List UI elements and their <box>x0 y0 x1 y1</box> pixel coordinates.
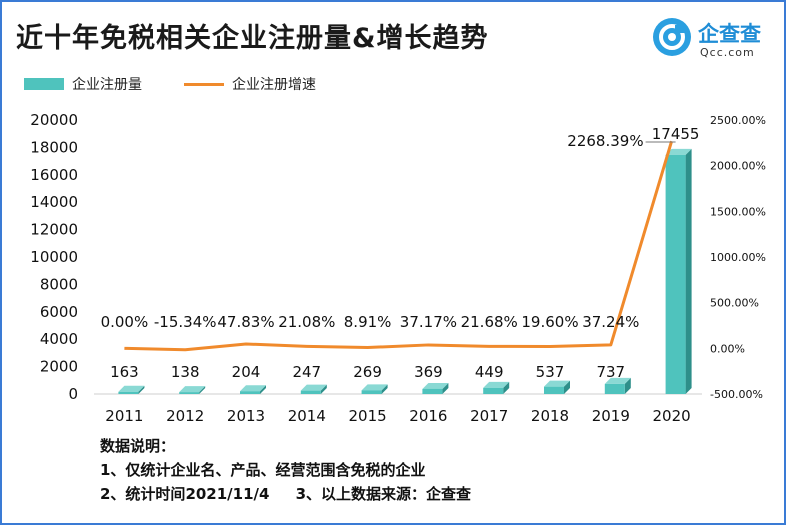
bar <box>179 392 200 394</box>
notes-heading: 数据说明： <box>100 437 176 455</box>
bar <box>665 154 686 394</box>
bar-top <box>361 384 388 391</box>
notes-line-2: 2、统计时间2021/11/4 3、以上数据来源：企查查 <box>100 485 472 503</box>
x-axis-tick-label: 2016 <box>409 407 447 425</box>
bar-side <box>260 385 266 394</box>
bar-top <box>665 148 692 155</box>
left-axis-tick-label: 8000 <box>40 275 78 293</box>
growth-value-label: 47.83% <box>217 313 274 331</box>
growth-value-label: 8.91% <box>344 313 392 331</box>
growth-value-label: 2268.39% <box>567 132 643 150</box>
bar-value-label: 737 <box>596 363 625 381</box>
x-axis-tick-label: 2019 <box>592 407 630 425</box>
left-axis-tick-label: 10000 <box>30 248 78 266</box>
left-axis-tick-label: 12000 <box>30 221 78 239</box>
right-axis-tick-label: 2000.00% <box>710 160 766 173</box>
x-axis-tick-label: 2015 <box>349 407 387 425</box>
bar-value-label: 163 <box>110 363 139 381</box>
right-axis-tick-label: 1000.00% <box>710 251 766 264</box>
bar-value-label: 17455 <box>652 125 700 143</box>
growth-value-label: -15.34% <box>154 313 217 331</box>
x-axis-tick-label: 2012 <box>166 407 204 425</box>
growth-value-label: 19.60% <box>521 313 578 331</box>
bar-side <box>199 386 206 394</box>
left-axis-tick-label: 4000 <box>40 330 78 348</box>
chart-title: 近十年免税相关企业注册量&增长趋势 <box>16 23 489 54</box>
x-axis-tick-label: 2013 <box>227 407 265 425</box>
bar-value-label: 269 <box>353 363 382 381</box>
bar <box>604 383 625 394</box>
bar-value-label: 204 <box>232 363 261 381</box>
bar <box>361 390 382 394</box>
legend-label-line: 企业注册增速 <box>232 77 316 93</box>
bar <box>300 390 321 394</box>
bar <box>422 388 443 394</box>
bar-side <box>685 148 692 394</box>
bar <box>118 391 139 394</box>
bar-side <box>138 385 145 394</box>
bar <box>483 387 504 394</box>
growth-value-label: 21.68% <box>461 313 518 331</box>
bar-top <box>118 385 145 392</box>
bar <box>544 386 564 394</box>
legend-label-bar: 企业注册量 <box>72 77 142 93</box>
qcc-logo-icon <box>653 18 691 56</box>
bar-side <box>624 377 631 394</box>
right-axis-tick-label: 500.00% <box>710 297 759 310</box>
x-axis-tick-label: 2017 <box>470 407 508 425</box>
left-axis-tick-label: 16000 <box>30 166 78 184</box>
left-axis-tick-label: 18000 <box>30 138 78 156</box>
data-notes: 数据说明： 1、仅统计企业名、产品、经营范围含免税的企业 2、统计时间2021/… <box>100 434 471 506</box>
bar-top <box>544 380 570 387</box>
x-axis-tick-label: 2020 <box>653 407 691 425</box>
left-axis-tick-label: 0 <box>68 385 78 403</box>
bar-side <box>564 380 570 394</box>
left-axis-tick-label: 14000 <box>30 193 78 211</box>
qcc-logo: 企查查 Qcc.com <box>653 16 773 66</box>
bar-side <box>442 382 449 394</box>
legend-swatch-line <box>184 83 224 86</box>
right-axis-tick-label: 0.00% <box>710 342 745 355</box>
logo-text-cn: 企查查 <box>698 22 761 46</box>
left-axis-tick-label: 20000 <box>30 111 78 129</box>
bar-value-label: 369 <box>414 363 443 381</box>
legend-swatch-bar <box>24 78 64 90</box>
bar-top <box>179 386 206 393</box>
left-axis-tick-label: 6000 <box>40 303 78 321</box>
right-axis-tick-label: 2500.00% <box>710 114 766 127</box>
right-axis-tick-label: 1500.00% <box>710 205 766 218</box>
bar-value-label: 537 <box>536 363 565 381</box>
bar-top <box>300 384 327 391</box>
x-axis-tick-label: 2014 <box>288 407 326 425</box>
bar-top <box>422 382 449 389</box>
notes-line-1: 1、仅统计企业名、产品、经营范围含免税的企业 <box>100 461 426 479</box>
bar-side <box>381 384 388 394</box>
bar-value-label: 247 <box>292 363 321 381</box>
logo-text-en: Qcc.com <box>700 46 755 59</box>
bar-top <box>604 377 631 384</box>
growth-value-label: 21.08% <box>278 313 335 331</box>
right-axis-tick-label: -500.00% <box>710 388 763 401</box>
growth-value-label: 37.24% <box>582 313 639 331</box>
bar-side <box>320 384 327 394</box>
bar-side <box>503 381 510 394</box>
bar-top <box>240 385 266 392</box>
bar-value-label: 138 <box>171 363 200 381</box>
bar-value-label: 449 <box>475 363 504 381</box>
bar <box>240 391 260 394</box>
growth-value-label: 0.00% <box>101 313 149 331</box>
growth-line <box>124 140 674 352</box>
growth-value-label: 37.17% <box>400 313 457 331</box>
left-axis-tick-label: 2000 <box>40 358 78 376</box>
x-axis-tick-label: 2018 <box>531 407 569 425</box>
bar-top <box>483 381 510 388</box>
x-axis-tick-label: 2011 <box>105 407 143 425</box>
